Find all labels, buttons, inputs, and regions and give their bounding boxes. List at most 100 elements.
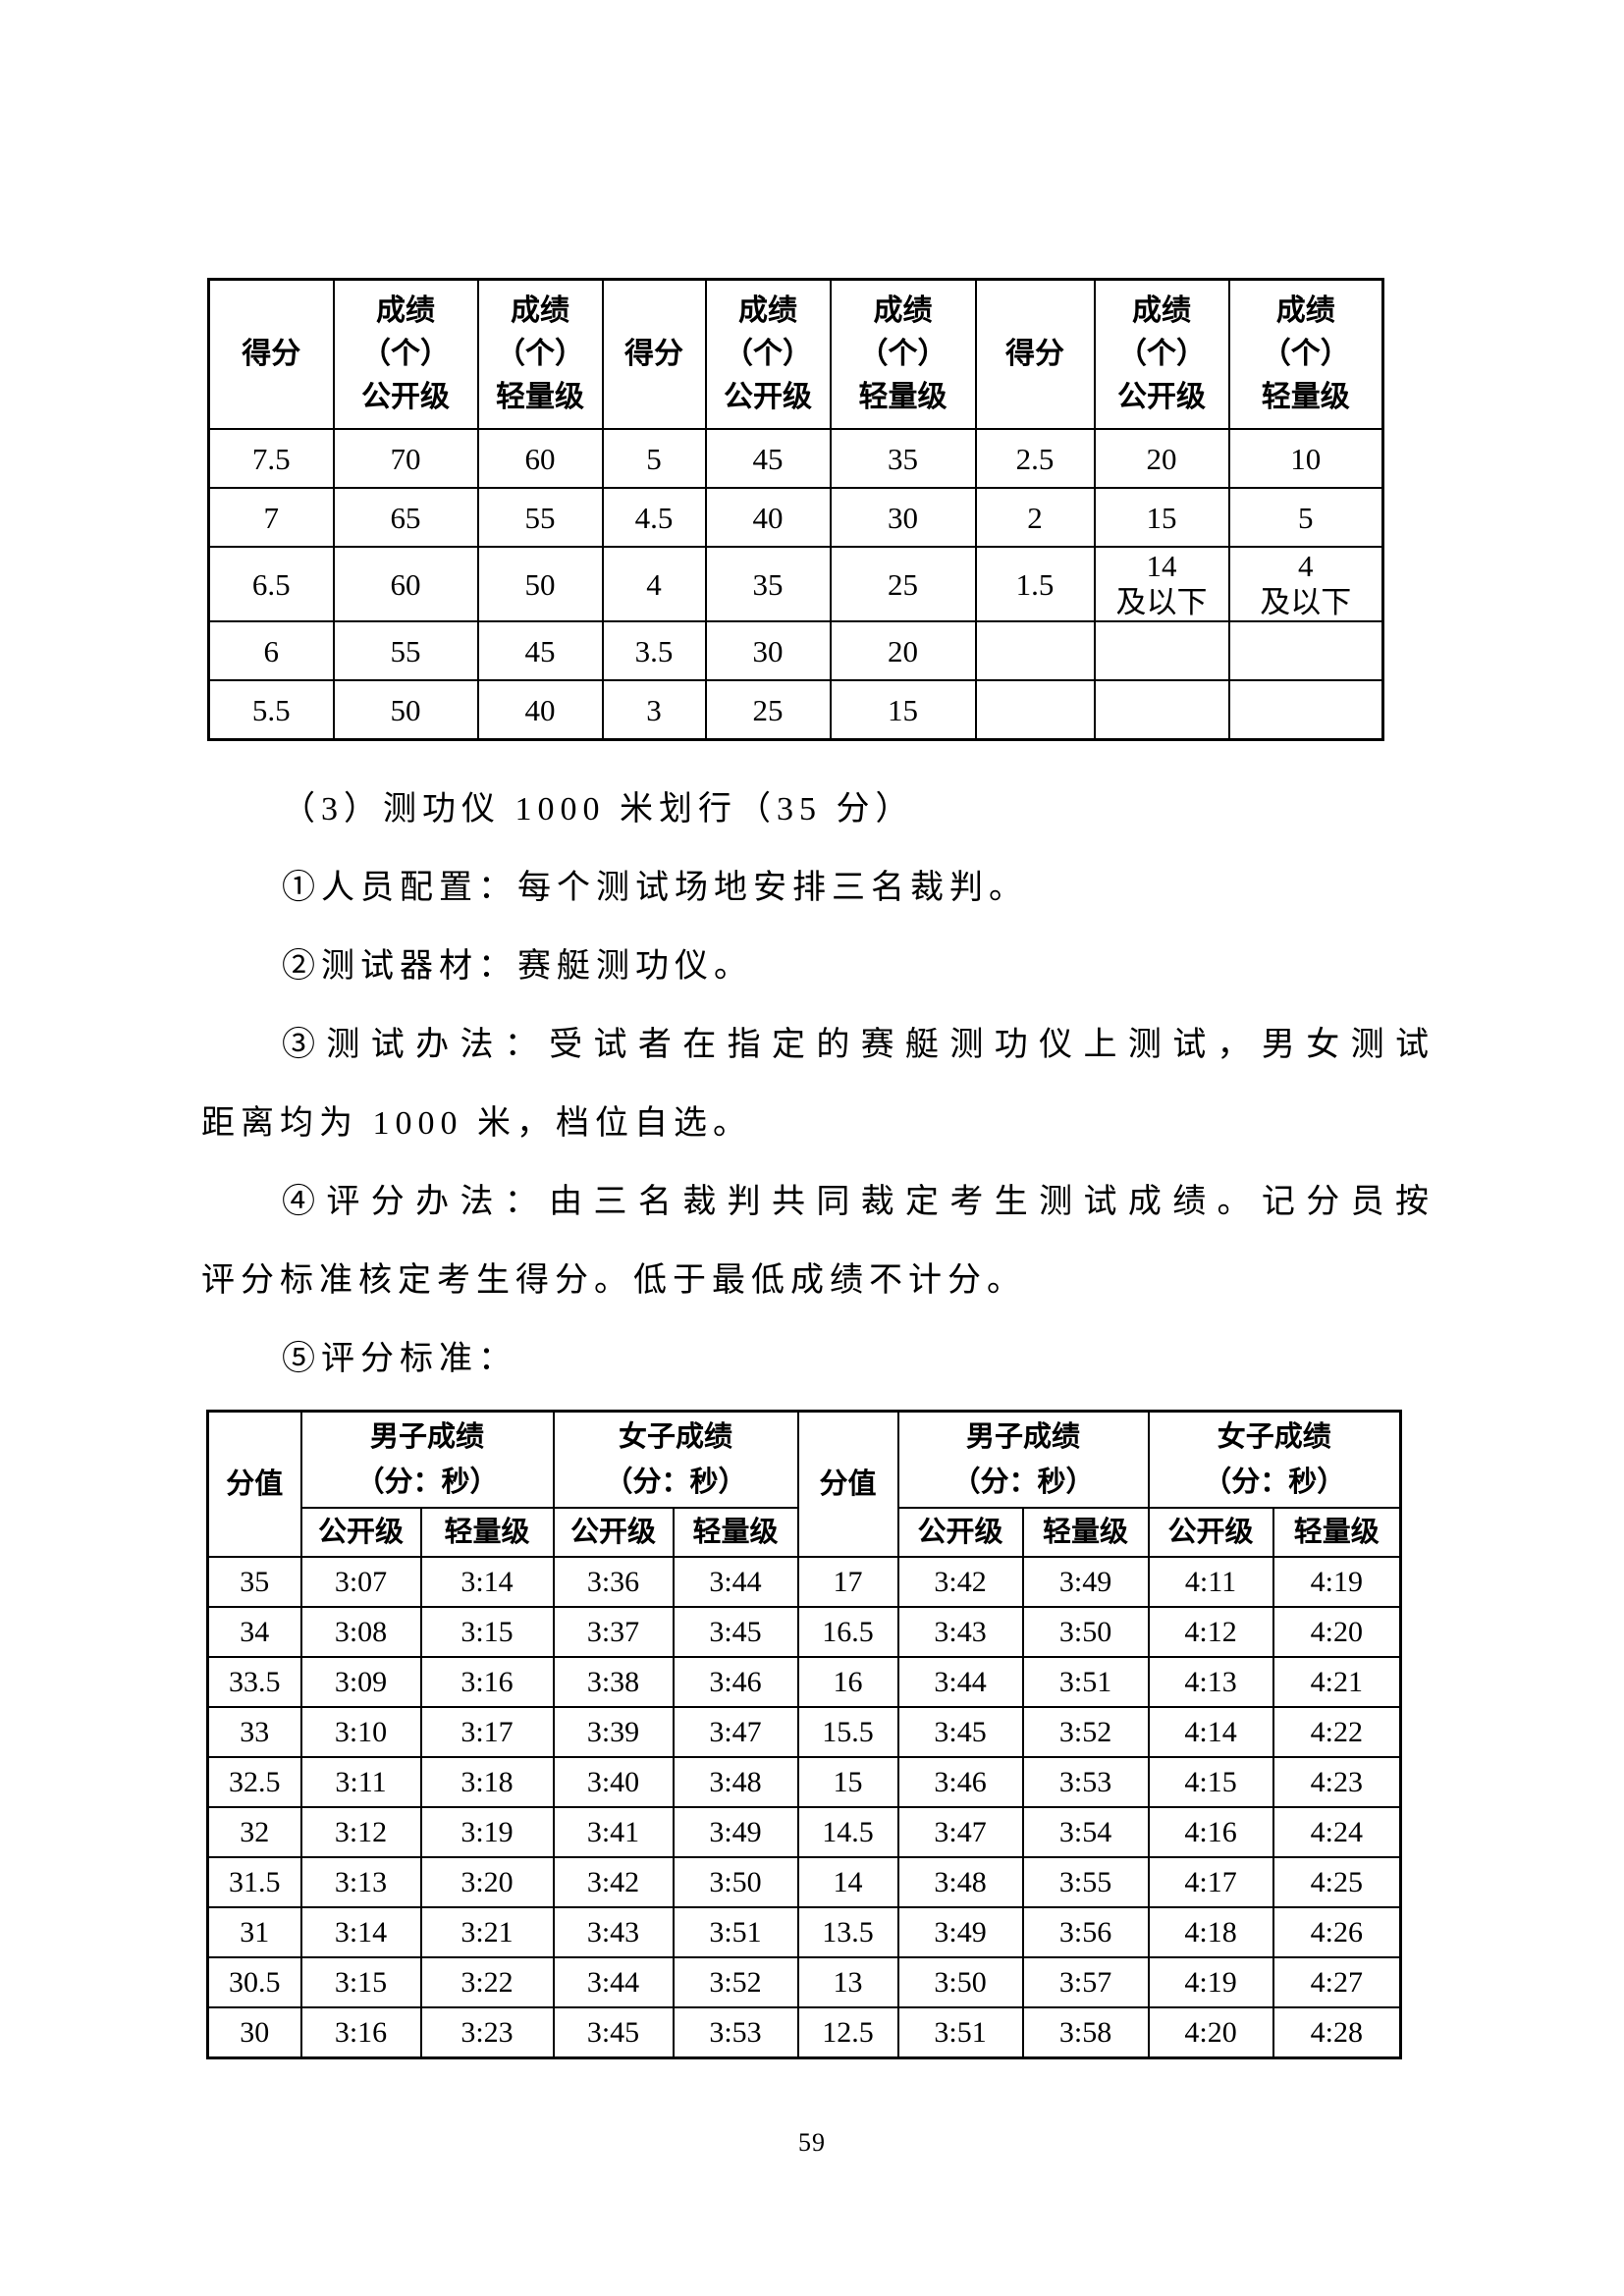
table-cell: 2.5 [974,428,1096,489]
table-cell: 3 [601,679,707,741]
table-cell: 3:19 [419,1806,555,1858]
table-cell: 70 [332,428,479,489]
table-cell: 3:46 [896,1756,1024,1808]
table-cell: 20 [1093,428,1230,489]
table-cell: 4:15 [1147,1756,1274,1808]
header-light: 轻量级 [1021,1507,1150,1558]
table-cell: 4:21 [1272,1656,1402,1708]
table-cell: 3:51 [896,2006,1024,2059]
table-cell: 3:50 [672,1856,799,1908]
table-cell: 60 [476,428,604,489]
header-result-light: 成绩 （个） 轻量级 [476,278,604,430]
table-cell: 2 [974,487,1096,548]
table-cell: 3:53 [1021,1756,1150,1808]
header-score-value: 分值 [206,1410,302,1558]
table-cell [1227,679,1384,741]
table-cell: 50 [332,679,479,741]
table-cell: 6 [207,620,335,681]
table-cell: 4:13 [1147,1656,1274,1708]
table-cell: 3:52 [1021,1706,1150,1758]
table-cell: 3:36 [552,1556,675,1608]
table-cell: 3:53 [672,2006,799,2059]
table-cell: 6.5 [207,546,335,622]
table-cell: 65 [332,487,479,548]
table-cell: 3:50 [896,1956,1024,2008]
table-row: 7.5 70 60 5 45 35 2.5 20 10 [207,428,1384,489]
table-cell [1227,620,1384,681]
table-cell: 3:45 [896,1706,1024,1758]
table-cell: 4 [601,546,707,622]
table-cell: 3:52 [672,1956,799,2008]
table-cell: 4:24 [1272,1806,1402,1858]
paragraph-method-line2: 距离均为 1000 米，档位自选。 [201,1105,752,1142]
header-light: 轻量级 [419,1507,555,1558]
table-cell: 4:12 [1147,1606,1274,1658]
table-cell: 4:19 [1272,1556,1402,1608]
table-cell: 35 [829,428,977,489]
table-cell: 3:23 [419,2006,555,2059]
score-count-table: 得分 成绩 （个） 公开级 成绩 （个） 轻量级 得分 成绩 （个） 公开级 成… [207,278,1384,741]
table-cell: 5.5 [207,679,335,741]
table-cell: 3:15 [299,1956,422,2008]
header-result-open: 成绩 （个） 公开级 [704,278,832,430]
header-female-result: 女子成绩 （分：秒） [552,1410,799,1509]
table-cell: 3:57 [1021,1956,1150,2008]
table-cell: 32 [206,1806,302,1858]
table-cell: 3:16 [299,2006,422,2059]
table-cell: 45 [476,620,604,681]
table-row: 6.5 60 50 4 35 25 1.5 14 及以下 4 及以下 [207,546,1384,622]
header-result-open: 成绩 （个） 公开级 [1093,278,1230,430]
table-cell: 3:07 [299,1556,422,1608]
table-cell: 5 [1227,487,1384,548]
table-cell: 3:15 [419,1606,555,1658]
table-row: 31.5 3:13 3:20 3:42 3:50 14 3:48 3:55 4:17 4:25 [206,1856,1402,1908]
table-cell: 3:08 [299,1606,422,1658]
paragraph-standard-label: ⑤评分标准： [282,1341,517,1377]
table-cell: 3:48 [672,1756,799,1808]
table-cell: 35 [704,546,832,622]
table-cell: 20 [829,620,977,681]
table-row: 32.5 3:11 3:18 3:40 3:48 15 3:46 3:53 4:15 4:23 [206,1756,1402,1808]
table-cell: 4:18 [1147,1906,1274,1958]
table-cell: 10 [1227,428,1384,489]
section-heading: （3）测功仪 1000 米划行（35 分） [282,791,915,828]
table-row: 34 3:08 3:15 3:37 3:45 16.5 3:43 3:50 4:12 4:20 [206,1606,1402,1658]
table-row: 30 3:16 3:23 3:45 3:53 12.5 3:51 3:58 4:20 4:28 [206,2006,1402,2059]
header-result-open: 成绩 （个） 公开级 [332,278,479,430]
table-cell: 3:44 [552,1956,675,2008]
table-cell: 30 [829,487,977,548]
table-cell: 25 [829,546,977,622]
header-score: 得分 [207,278,335,430]
paragraph-scoring-line2: 评分标准核定考生得分。低于最低成绩不计分。 [201,1262,1026,1299]
table-cell: 12.5 [796,2006,899,2059]
paragraph-equipment: ②测试器材：赛艇测功仪。 [282,948,753,985]
table-cell: 4:19 [1147,1956,1274,2008]
table-cell: 15 [1093,487,1230,548]
table-cell: 3:44 [896,1656,1024,1708]
header-result-light: 成绩 （个） 轻量级 [829,278,977,430]
table-cell: 3:12 [299,1806,422,1858]
header-female-result: 女子成绩 （分：秒） [1147,1410,1402,1509]
table-cell: 15 [796,1756,899,1808]
table-cell: 33.5 [206,1656,302,1708]
table-cell: 55 [476,487,604,548]
table-cell: 13.5 [796,1906,899,1958]
table-cell: 4:20 [1272,1606,1402,1658]
header-light: 轻量级 [672,1507,799,1558]
table-cell: 3:10 [299,1706,422,1758]
table-cell: 4:23 [1272,1756,1402,1808]
table-cell: 3.5 [601,620,707,681]
table-cell: 3:39 [552,1706,675,1758]
table-cell: 15.5 [796,1706,899,1758]
table-row: 35 3:07 3:14 3:36 3:44 17 3:42 3:49 4:11 4:19 [206,1556,1402,1608]
table-cell: 3:47 [672,1706,799,1758]
table-cell: 15 [829,679,977,741]
table-cell: 45 [704,428,832,489]
paragraph-method-line1: ③测试办法：受试者在指定的赛艇测功仪上测试，男女测试 [282,1027,1435,1063]
table-cell: 3:42 [896,1556,1024,1608]
table-cell: 3:16 [419,1656,555,1708]
table-cell: 3:14 [419,1556,555,1608]
table-cell: 3:54 [1021,1806,1150,1858]
table-cell: 3:18 [419,1756,555,1808]
table-cell: 55 [332,620,479,681]
